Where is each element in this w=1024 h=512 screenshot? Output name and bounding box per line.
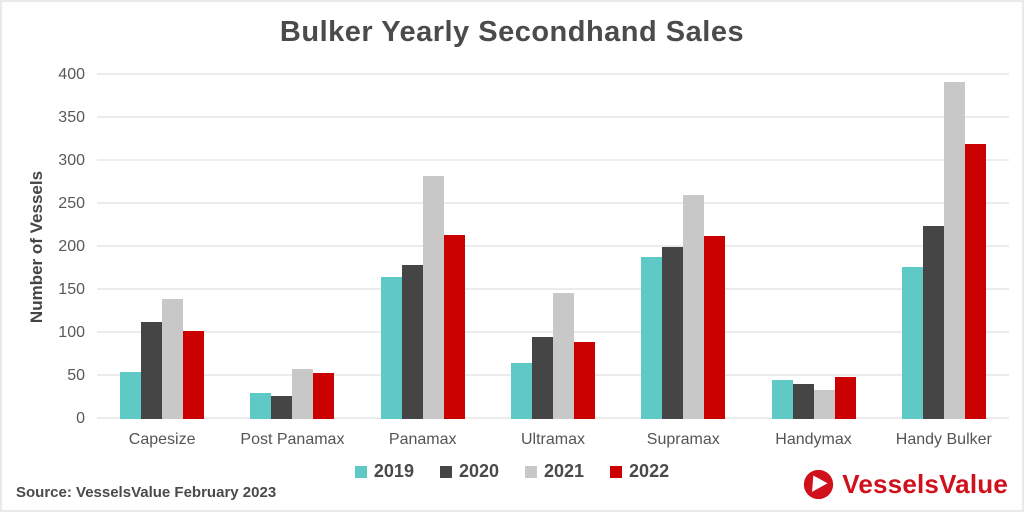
y-tick-label-400: 400 bbox=[58, 66, 85, 83]
y-tick-label-0: 0 bbox=[76, 410, 85, 427]
plot-area: 0 50 100 150 200 250 300 350 400 Capesize Post Pa… bbox=[58, 67, 1009, 448]
bar-2019-supramax bbox=[641, 257, 663, 419]
legend-label-2020: 2020 bbox=[458, 461, 499, 481]
bar-groups-layer: Capesize Post Panamax Panamax Ultramax Supra… bbox=[97, 75, 1009, 448]
bar-2021-capesize bbox=[162, 299, 184, 419]
legend-swatch-2022 bbox=[610, 465, 623, 478]
bar-2022-ultramax bbox=[573, 341, 595, 419]
y-tick-label-350: 350 bbox=[58, 109, 85, 126]
bar-2022-handymax bbox=[834, 376, 856, 419]
bar-2019-post-panamax bbox=[250, 393, 272, 419]
x-category-label-post-panamax: Post Panamax bbox=[240, 431, 345, 448]
legend-item-2022: 2022 bbox=[610, 461, 669, 482]
bar-2019-handy-bulker bbox=[901, 266, 923, 419]
legend-label-2021: 2021 bbox=[544, 461, 585, 481]
bar-group-panamax: Panamax bbox=[380, 75, 466, 448]
x-category-label-handymax: Handymax bbox=[775, 431, 852, 448]
gridline-300 bbox=[97, 159, 1009, 161]
bar-2021-handy-bulker bbox=[943, 81, 965, 419]
bar-2022-handy-bulker bbox=[964, 143, 986, 419]
x-category-label-ultramax: Ultramax bbox=[520, 431, 585, 448]
bar-2020-capesize bbox=[141, 321, 163, 419]
bar-2021-post-panamax bbox=[292, 369, 314, 419]
bar-2022-capesize bbox=[183, 331, 205, 419]
bar-2020-post-panamax bbox=[271, 395, 293, 419]
bar-2021-supramax bbox=[683, 195, 705, 419]
x-category-label-handy-bulker: Handy Bulker bbox=[895, 431, 992, 448]
bar-group-handymax: Handymax bbox=[771, 75, 857, 448]
legend-swatch-2021 bbox=[525, 465, 537, 478]
legend-item-2019: 2019 bbox=[354, 461, 414, 482]
vesselsvalue-logo: VesselsValue bbox=[803, 469, 1008, 500]
bar-group-post-panamax: Post Panamax bbox=[240, 75, 344, 448]
bar-2020-handy-bulker bbox=[922, 225, 944, 419]
legend-swatch-2019 bbox=[354, 465, 367, 478]
y-tick-label-50: 50 bbox=[67, 367, 85, 384]
gridline-350 bbox=[97, 116, 1009, 118]
gridline-150 bbox=[97, 288, 1009, 290]
chart-title: Bulker Yearly Secondhand Sales bbox=[279, 16, 745, 48]
legend-label-2022: 2022 bbox=[629, 461, 670, 481]
x-category-label-panamax: Panamax bbox=[388, 431, 457, 448]
legend-item-2021: 2021 bbox=[525, 461, 584, 482]
legend-label-2019: 2019 bbox=[373, 461, 414, 481]
y-tick-label-250: 250 bbox=[58, 195, 85, 212]
bar-2019-ultramax bbox=[510, 363, 532, 419]
bar-2019-handymax bbox=[771, 380, 793, 419]
bar-2022-supramax bbox=[704, 235, 726, 419]
gridline-200 bbox=[97, 245, 1009, 247]
x-category-label-capesize: Capesize bbox=[128, 431, 196, 448]
bar-2019-capesize bbox=[120, 371, 142, 419]
bar-2021-handymax bbox=[813, 389, 835, 419]
bar-2021-ultramax bbox=[552, 292, 574, 419]
y-tick-label-100: 100 bbox=[58, 324, 85, 341]
bar-group-ultramax: Ultramax bbox=[510, 75, 596, 448]
bar-2020-supramax bbox=[662, 247, 684, 419]
gridline-400 bbox=[97, 73, 1009, 75]
bar-group-capesize: Capesize bbox=[119, 75, 205, 448]
bar-2020-ultramax bbox=[531, 337, 553, 419]
legend: 2019 2020 2021 2022 bbox=[2, 461, 1022, 482]
y-tick-label-150: 150 bbox=[58, 281, 85, 298]
gridline-250 bbox=[97, 202, 1009, 204]
legend-swatch-2020 bbox=[439, 465, 452, 478]
y-tick-label-200: 200 bbox=[58, 238, 85, 255]
vesselsvalue-logo-icon bbox=[804, 469, 834, 500]
x-category-label-supramax: Supramax bbox=[646, 431, 720, 448]
bar-group-supramax: Supramax bbox=[640, 75, 726, 448]
legend-item-2020: 2020 bbox=[439, 461, 499, 482]
bar-2020-handymax bbox=[792, 383, 814, 419]
vesselsvalue-logo-text: VesselsValue bbox=[842, 469, 1008, 499]
bar-2020-panamax bbox=[401, 265, 423, 419]
bar-2019-panamax bbox=[380, 277, 402, 419]
bar-2022-post-panamax bbox=[313, 372, 335, 419]
bar-2021-panamax bbox=[422, 175, 444, 419]
bar-group-handy-bulker: Handy Bulker bbox=[896, 75, 992, 448]
y-tick-label-300: 300 bbox=[58, 152, 85, 169]
bar-2022-panamax bbox=[443, 234, 465, 419]
source-caption: Source: VesselsValue February 2023 bbox=[16, 484, 277, 501]
